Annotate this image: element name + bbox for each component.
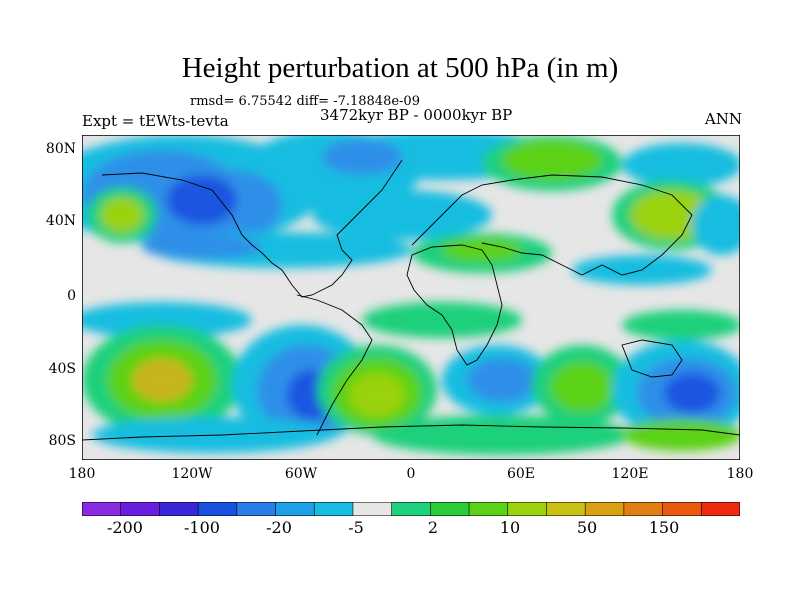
colorbar-cell <box>275 502 316 516</box>
coastlines <box>82 159 740 441</box>
lon-label-60w: 60W <box>284 466 318 482</box>
colorbar-label-50: 50 <box>576 518 598 537</box>
colorbar-label-neg100: -100 <box>184 518 220 537</box>
lon-label-120e: 120E <box>611 466 649 482</box>
north-america-coast <box>101 159 403 298</box>
colorbar-cell <box>82 502 122 516</box>
eurasia-coast <box>411 174 693 276</box>
colorbar-cell <box>507 502 548 516</box>
colorbar-cell <box>236 502 277 516</box>
lon-label-180w: 180 <box>68 466 96 482</box>
colorbar-label-10: 10 <box>499 518 521 537</box>
colorbar-cell <box>391 502 432 516</box>
antarctica-coast <box>82 424 740 441</box>
colorbar-cell <box>546 502 586 516</box>
colorbar-cell <box>430 502 470 516</box>
lon-label-180e: 180 <box>726 466 754 482</box>
lat-label-eq: 0 <box>67 288 76 304</box>
africa-coast <box>406 244 503 366</box>
colorbar-cell <box>120 502 161 516</box>
colorbar-label-150: 150 <box>648 518 680 537</box>
colorbar-label-neg20: -20 <box>266 518 292 537</box>
lat-label-80n: 80N <box>45 141 76 157</box>
period-label: 3472kyr BP - 0000kyr BP <box>320 106 513 124</box>
lon-label-60e: 60E <box>506 466 536 482</box>
colorbar-label-2: 2 <box>427 518 439 537</box>
lon-label-120w: 120W <box>171 466 213 482</box>
australia-coast <box>621 339 683 378</box>
colorbar-cell <box>700 502 740 516</box>
colorbar-cell <box>197 502 238 516</box>
colorbar-cell <box>352 502 393 516</box>
colorbar-label-neg200: -200 <box>107 518 143 537</box>
page-title: Height perturbation at 500 hPa (in m) <box>181 52 619 84</box>
season-label: ANN <box>704 110 742 128</box>
stats-line: rmsd= 6.75542 diff= -7.18848e-09 <box>190 94 420 109</box>
colorbar <box>82 502 740 516</box>
height-perturbation-map <box>82 135 740 460</box>
lat-label-40n: 40N <box>45 213 76 229</box>
colorbar-cell <box>623 502 664 516</box>
south-america-coast <box>296 294 373 436</box>
colorbar-cell <box>159 502 199 516</box>
field-contours <box>82 135 740 455</box>
lon-label-0: 0 <box>406 466 416 482</box>
colorbar-cell <box>468 502 509 516</box>
lat-label-40s: 40S <box>48 361 76 377</box>
experiment-label: Expt = tEWts-tevta <box>82 112 229 130</box>
colorbar-cell <box>313 502 354 516</box>
colorbar-cell <box>662 502 703 516</box>
lat-label-80s: 80S <box>48 433 76 449</box>
colorbar-cell <box>584 502 625 516</box>
colorbar-label-neg5: -5 <box>348 518 364 537</box>
